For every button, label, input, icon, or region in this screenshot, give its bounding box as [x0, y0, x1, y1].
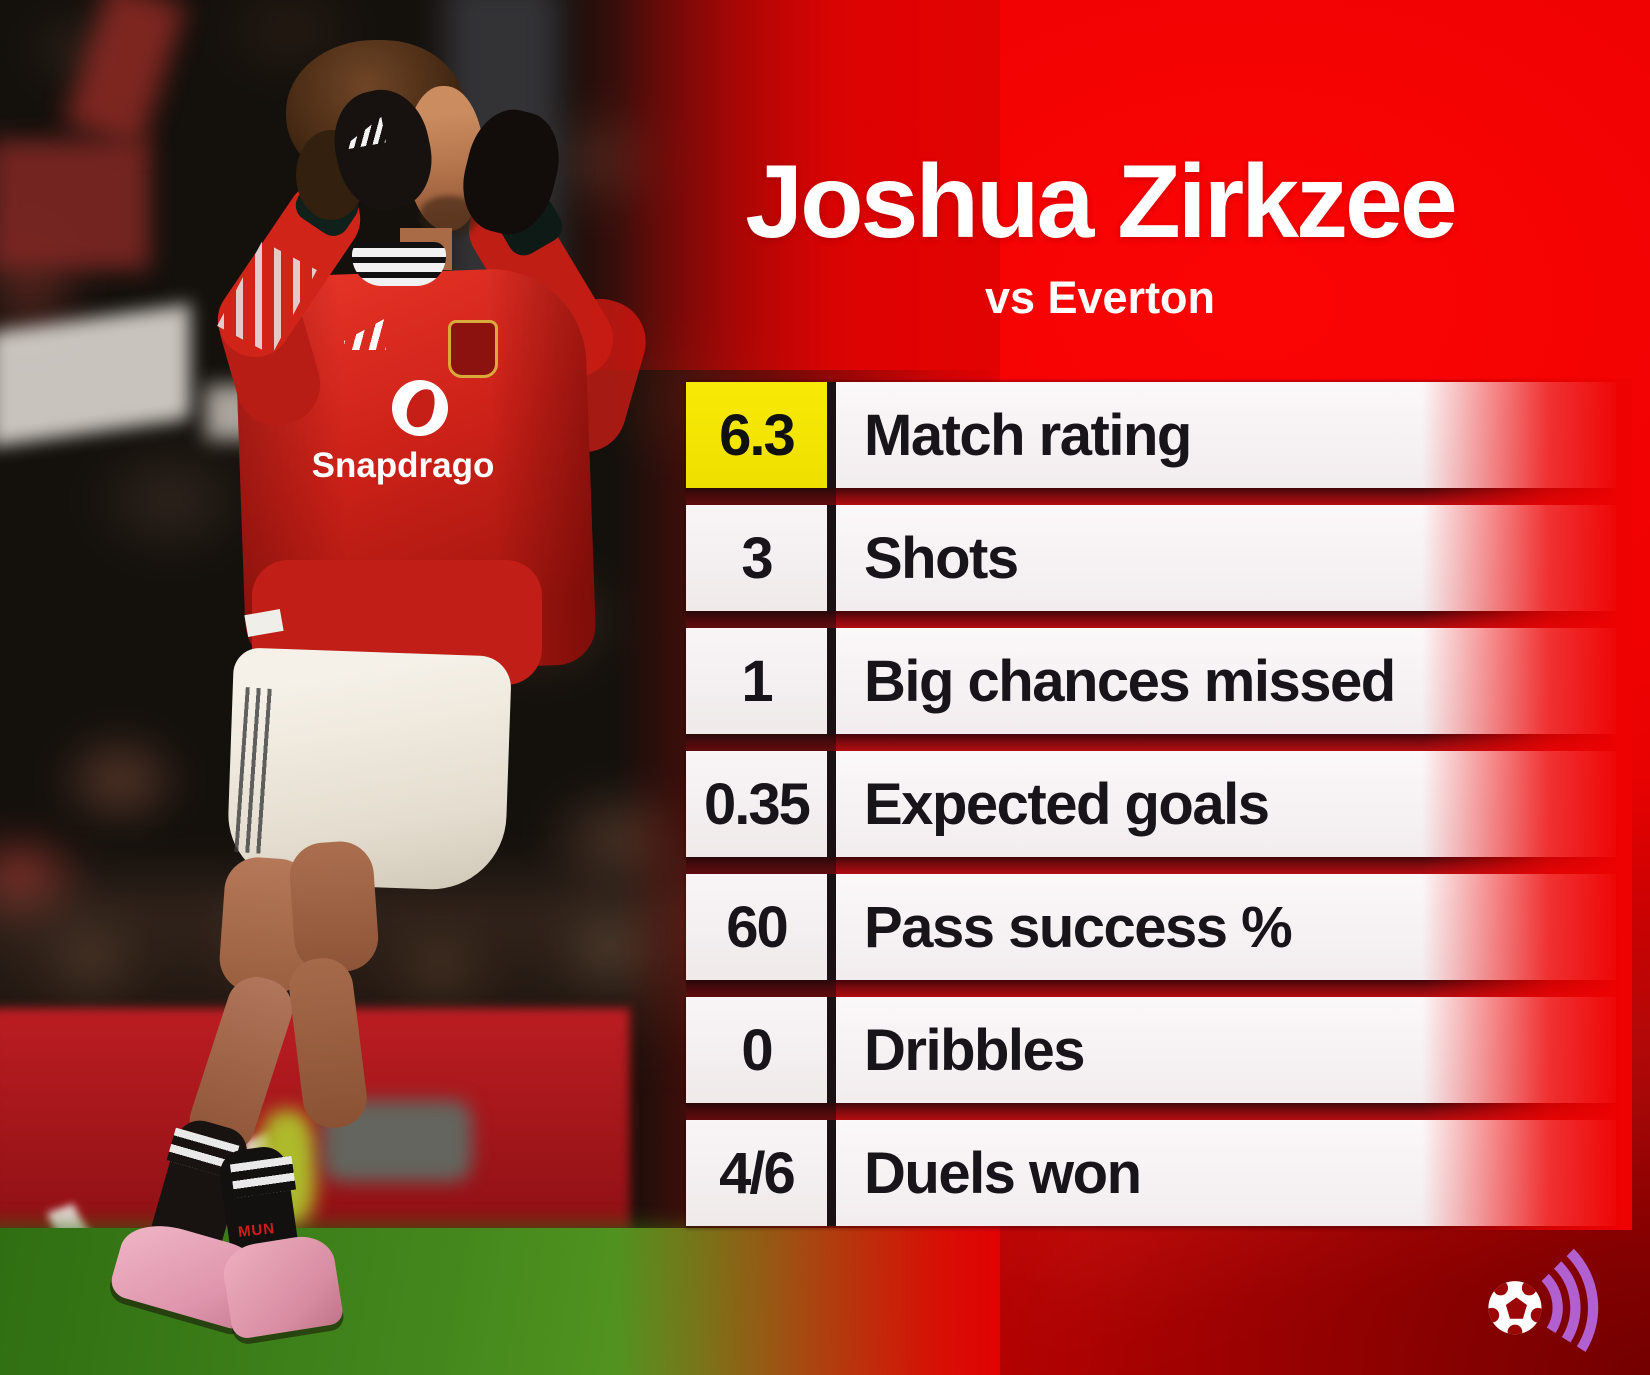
signal-waves-icon	[1541, 1248, 1599, 1352]
column-divider	[827, 1120, 836, 1226]
stat-value: 0	[686, 997, 827, 1103]
sponsor-logo-icon	[392, 380, 448, 436]
stat-label: Big chances missed	[836, 628, 1616, 734]
stat-label: Shots	[836, 505, 1616, 611]
stat-label: Match rating	[836, 382, 1616, 488]
row-separator	[686, 488, 1616, 505]
stat-row-dribbles: 0 Dribbles	[686, 997, 1616, 1103]
stat-row-expected-goals: 0.35 Expected goals	[686, 751, 1616, 857]
row-separator	[686, 734, 1616, 751]
stat-value: 1	[686, 628, 827, 734]
player-right-thigh	[287, 839, 381, 975]
stat-label: Pass success %	[836, 874, 1616, 980]
page-subtitle: vs Everton	[984, 272, 1216, 323]
sponsor-swirl-icon	[402, 384, 440, 432]
column-divider	[827, 628, 836, 734]
row-separator	[686, 1103, 1616, 1120]
stat-row-pass-success: 60 Pass success %	[686, 874, 1616, 980]
column-divider	[827, 751, 836, 857]
stat-label: Dribbles	[836, 997, 1616, 1103]
row-separator	[686, 980, 1616, 997]
column-divider	[827, 382, 836, 488]
stat-value: 6.3	[686, 382, 827, 488]
stat-row-big-chances-missed: 1 Big chances missed	[686, 628, 1616, 734]
row-separator	[686, 611, 1616, 628]
football-signal-logo	[1488, 1248, 1599, 1352]
stat-value: 3	[686, 505, 827, 611]
column-divider	[827, 997, 836, 1103]
stat-label: Duels won	[836, 1120, 1616, 1226]
shirt-collar	[352, 242, 446, 286]
jersey-sponsor-text: Snapdrago	[311, 446, 495, 485]
column-divider	[827, 874, 836, 980]
stats-table: 6.3 Match rating 3 Shots 1 Big chances m…	[686, 378, 1632, 1230]
stat-row-shots: 3 Shots	[686, 505, 1616, 611]
club-crest-icon	[448, 320, 498, 378]
stand-structure	[0, 140, 150, 270]
column-divider	[827, 505, 836, 611]
header: Joshua Zirkzee vs Everton	[600, 150, 1600, 324]
stat-label: Expected goals	[836, 751, 1616, 857]
stat-value: 60	[686, 874, 827, 980]
page-title: Joshua Zirkzee	[745, 144, 1457, 260]
row-separator	[686, 857, 1616, 874]
stat-value: 4/6	[686, 1120, 827, 1226]
stat-row-duels-won: 4/6 Duels won	[686, 1120, 1616, 1226]
stat-value: 0.35	[686, 751, 827, 857]
stat-row-match-rating: 6.3 Match rating	[686, 382, 1616, 488]
